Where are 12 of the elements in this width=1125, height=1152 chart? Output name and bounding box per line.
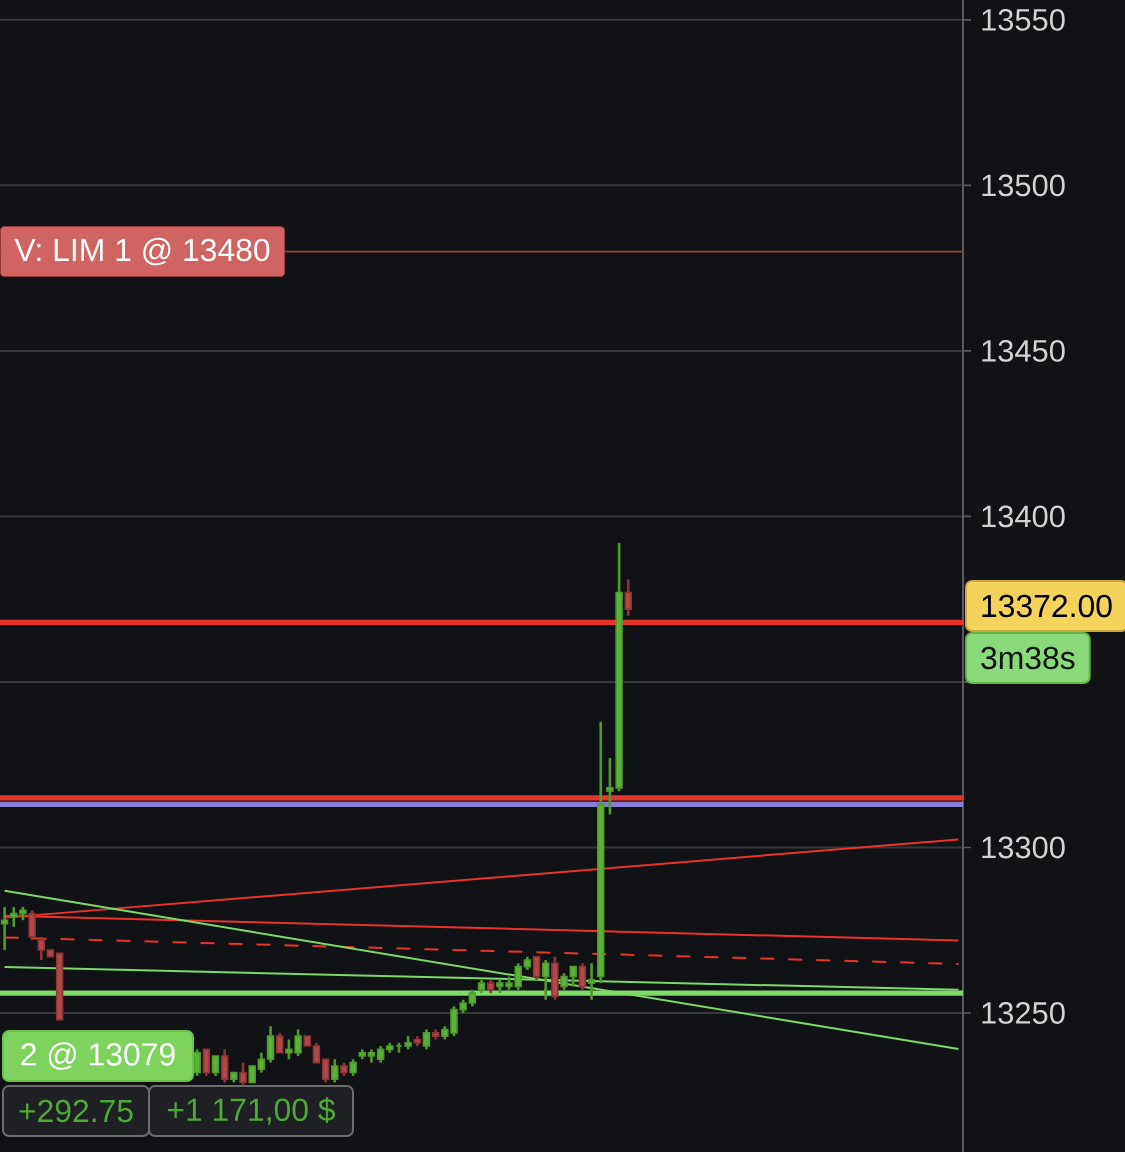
y-tick-label: 13250 xyxy=(982,1002,1065,1024)
y-tick-label: 13450 xyxy=(982,339,1065,362)
annotation: +1 171,00 $ xyxy=(167,1097,336,1125)
y-tick-label: 13500 xyxy=(982,174,1065,197)
ref-line-label: V: LIM 1 @ 13480 xyxy=(14,237,270,266)
text: 3m38s xyxy=(981,646,1075,670)
y-tick-label: 13400 xyxy=(982,505,1065,528)
y-tick-label: 13300 xyxy=(982,836,1065,859)
text: 13372.00 xyxy=(982,594,1112,618)
y-tick-label: 13550 xyxy=(982,8,1065,31)
annotation: 2 @ 13079 xyxy=(21,1042,175,1070)
annotation: +292.75 xyxy=(19,1099,133,1123)
